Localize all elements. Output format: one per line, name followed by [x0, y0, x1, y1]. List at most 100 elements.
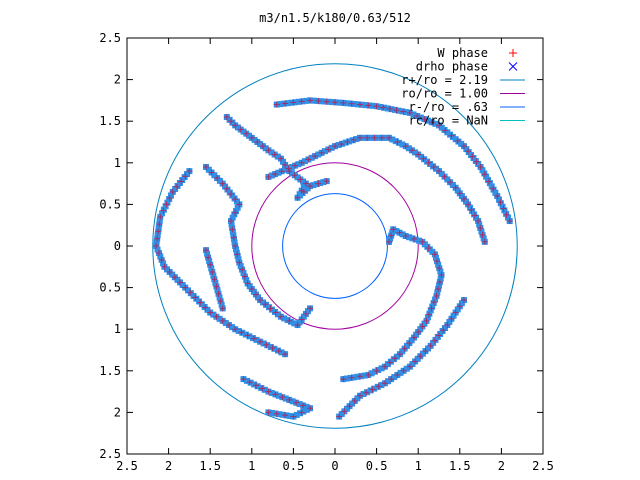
drho-point: [371, 385, 378, 392]
drho-point: [231, 239, 238, 246]
w-point: [448, 132, 455, 139]
w-point: [332, 143, 338, 150]
w-point: [207, 261, 214, 268]
w-point: [275, 348, 282, 355]
drho-point: [385, 378, 392, 385]
w-point: [468, 206, 475, 213]
drho-point: [375, 366, 382, 373]
drho-point: [361, 372, 368, 379]
w-point: [228, 191, 234, 197]
w-point: [277, 155, 284, 162]
w-point: [341, 408, 348, 415]
w-point: [286, 317, 293, 324]
w-point: [380, 104, 387, 111]
w-point: [203, 247, 210, 254]
drho-point: [246, 333, 253, 340]
w-point: [460, 195, 467, 202]
drho-point: [281, 315, 288, 322]
w-point: [356, 392, 363, 399]
drho-point: [274, 153, 281, 160]
w-point: [236, 259, 243, 266]
w-point: [452, 184, 459, 191]
drho-point: [412, 236, 419, 243]
w-point: [265, 388, 272, 395]
w-point: [302, 180, 309, 187]
drho-point: [391, 374, 398, 381]
drho-point: [282, 395, 289, 402]
w-point: [338, 141, 345, 148]
drho-point: [501, 207, 508, 214]
drho-point: [369, 102, 376, 109]
drho-point: [403, 109, 410, 116]
w-point: [406, 109, 413, 116]
x-tick-label: 0.5: [366, 459, 388, 473]
drho-point: [267, 344, 274, 351]
w-point: [428, 119, 435, 126]
w-point: [426, 311, 433, 318]
w-point: [219, 317, 226, 324]
w-point: [318, 149, 325, 156]
w-point: [205, 254, 212, 261]
w-point: [365, 371, 372, 378]
w-point: [400, 367, 407, 374]
w-point: [173, 183, 180, 190]
w-point: [263, 341, 270, 348]
drho-point: [450, 312, 457, 319]
drho-point: [154, 246, 161, 253]
w-point: [411, 334, 418, 341]
legend-label: rc/ro = NaN: [409, 114, 488, 128]
w-point: [423, 317, 430, 324]
w-point: [323, 98, 330, 105]
drho-point: [432, 254, 439, 261]
w-point: [348, 374, 355, 381]
drho-point: [218, 301, 225, 308]
drho-point: [277, 101, 284, 108]
drho-point: [212, 279, 219, 286]
w-point: [278, 168, 285, 175]
w-point: [166, 269, 173, 275]
drho-point: [454, 306, 461, 313]
y-tick-label: 1: [114, 156, 121, 170]
w-point: [325, 146, 332, 153]
w-point: [444, 322, 451, 329]
w-point: [427, 342, 434, 349]
w-point: [307, 405, 314, 412]
w-point: [312, 153, 319, 160]
drho-point: [375, 134, 382, 141]
w-point: [419, 323, 426, 330]
drho-point: [242, 331, 249, 338]
w-point: [293, 399, 300, 406]
drho-point: [360, 390, 367, 397]
w-point: [244, 280, 251, 287]
w-point: [237, 126, 244, 133]
w-point: [232, 122, 239, 129]
drho-point: [308, 154, 315, 161]
w-point: [257, 338, 264, 345]
w-point: [298, 187, 305, 194]
w-point: [386, 134, 393, 141]
drho-point: [432, 296, 439, 303]
x-tick-label: 0.5: [283, 459, 305, 473]
w-point: [269, 344, 276, 351]
drho-point: [392, 138, 399, 145]
w-point: [267, 305, 274, 312]
w-point: [475, 218, 482, 225]
data-points: [153, 97, 513, 420]
w-point: [428, 305, 435, 312]
w-point: [378, 134, 385, 141]
w-point: [315, 98, 322, 105]
drho-point: [208, 265, 215, 272]
drho-point: [293, 411, 300, 418]
w-point: [415, 151, 422, 158]
drho-point: [167, 192, 174, 199]
w-point: [291, 172, 298, 179]
legend-x-b: [508, 62, 518, 71]
w-point: [171, 274, 178, 281]
w-point: [160, 207, 167, 214]
w-point: [332, 99, 338, 106]
y-tick-label: 0.5: [99, 197, 121, 211]
w-point: [412, 358, 419, 365]
drho-point: [478, 228, 485, 235]
w-point: [297, 176, 304, 183]
w-point: [436, 332, 442, 339]
